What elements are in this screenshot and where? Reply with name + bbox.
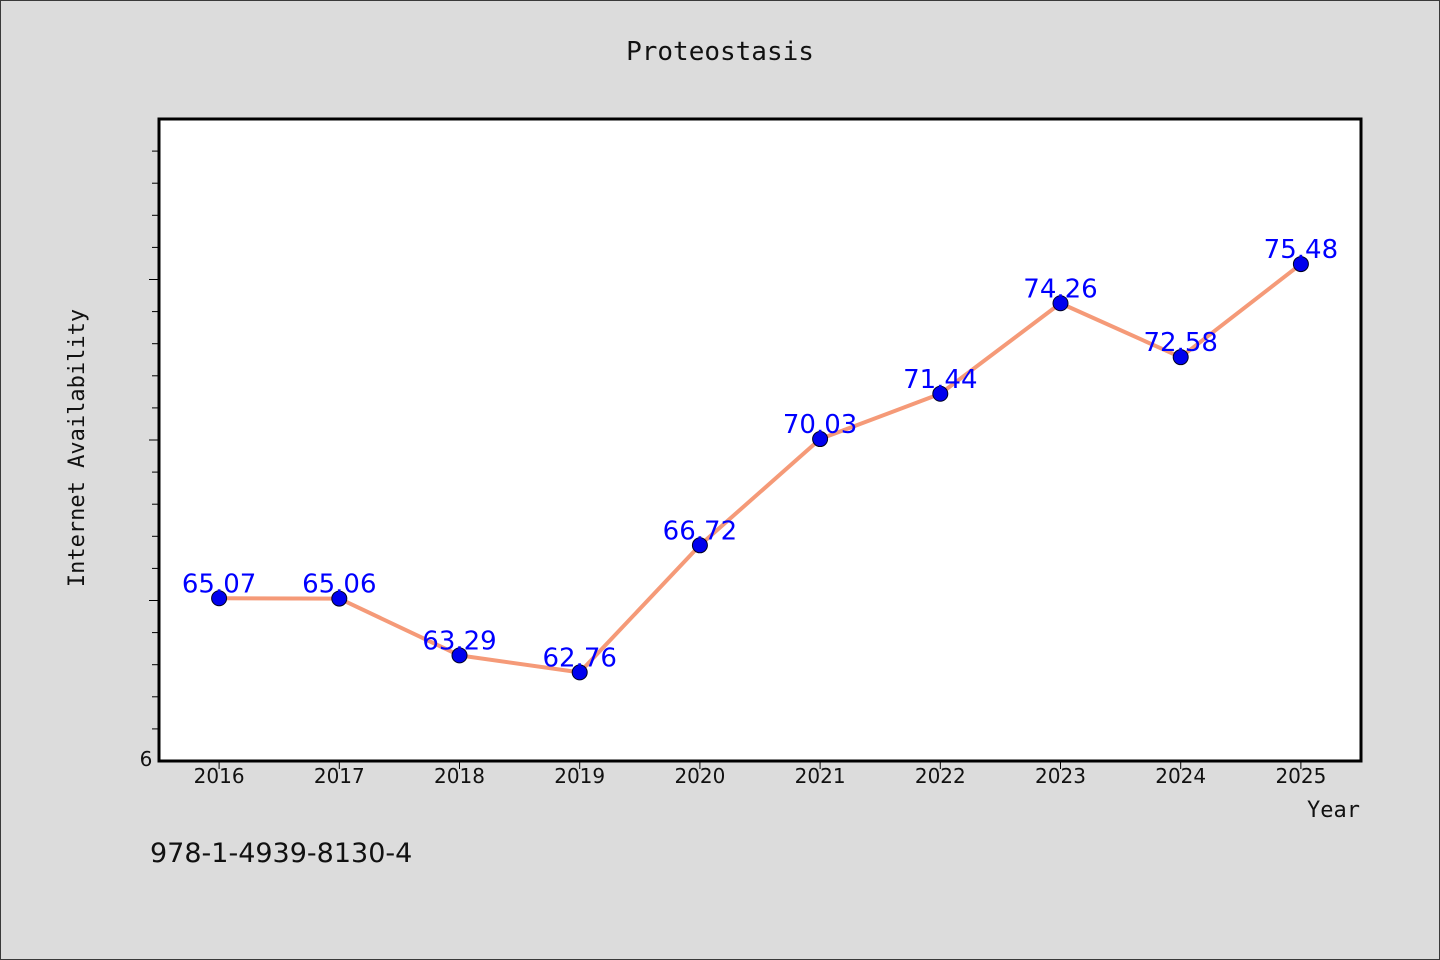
data-value-label: 75.48 xyxy=(1264,235,1338,265)
data-value-label: 71.44 xyxy=(903,365,977,395)
data-point-marker xyxy=(1292,256,1309,273)
y-tick-label: 6 xyxy=(140,747,153,771)
x-tick-label: 2024 xyxy=(1155,764,1206,788)
x-tick-label: 2020 xyxy=(674,764,725,788)
x-tick-label: 2025 xyxy=(1275,764,1326,788)
data-point-marker xyxy=(932,385,949,402)
data-point-marker xyxy=(331,590,348,607)
data-value-labels: 65.07 65.06 63.29 62.76 66.72 70.03 71.44 74.26… xyxy=(182,235,1338,673)
isbn-text: 978-1-4939-8130-4 xyxy=(150,838,412,869)
x-tick-label: 2021 xyxy=(795,764,846,788)
x-axis-label: Year xyxy=(1307,798,1360,823)
data-point-marker xyxy=(691,537,708,554)
data-value-label: 63.29 xyxy=(422,626,496,656)
chart-title: Proteostasis xyxy=(626,37,814,67)
data-point-marker xyxy=(571,664,588,681)
plot-area xyxy=(159,119,1361,761)
data-value-label: 65.06 xyxy=(302,570,376,600)
data-point-marker xyxy=(812,431,829,448)
x-tick-label: 2023 xyxy=(1035,764,1086,788)
data-point-marker xyxy=(211,590,228,607)
data-value-label: 62.76 xyxy=(542,643,616,673)
data-markers xyxy=(211,256,1309,681)
data-value-label: 66.72 xyxy=(663,516,737,546)
data-value-label: 72.58 xyxy=(1143,328,1217,358)
series-line xyxy=(219,262,1303,675)
plot-border xyxy=(157,117,1363,763)
x-axis-ticks: 2016 2017 2018 2019 2020 2021 2022 2023 2024 2025 xyxy=(194,761,1326,788)
x-tick-label: 2019 xyxy=(554,764,605,788)
x-tick-label: 2017 xyxy=(314,764,365,788)
x-tick-label: 2018 xyxy=(434,764,485,788)
x-tick-label: 2022 xyxy=(915,764,966,788)
data-value-label: 65.07 xyxy=(182,569,256,599)
y-axis-label: Internet Availability xyxy=(65,309,90,587)
data-point-marker xyxy=(451,647,468,664)
data-point-marker xyxy=(1172,349,1189,366)
data-point-marker xyxy=(1052,295,1069,312)
x-tick-label: 2016 xyxy=(194,764,245,788)
data-value-label: 70.03 xyxy=(783,410,857,440)
data-value-label: 74.26 xyxy=(1023,274,1097,304)
